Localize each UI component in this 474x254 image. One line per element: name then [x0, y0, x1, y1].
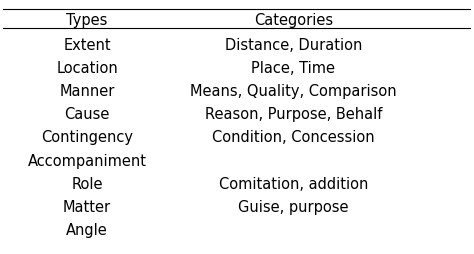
Text: Cause: Cause: [64, 107, 110, 122]
Text: Types: Types: [66, 13, 108, 28]
Text: Matter: Matter: [63, 199, 111, 214]
Text: Condition, Concession: Condition, Concession: [212, 130, 374, 145]
Text: Location: Location: [56, 61, 118, 76]
Text: Comitation, addition: Comitation, addition: [219, 176, 368, 191]
Text: Role: Role: [72, 176, 103, 191]
Text: Place, Time: Place, Time: [251, 61, 335, 76]
Text: Distance, Duration: Distance, Duration: [225, 38, 362, 53]
Text: Means, Quality, Comparison: Means, Quality, Comparison: [190, 84, 397, 99]
Text: Angle: Angle: [66, 223, 108, 237]
Text: Contingency: Contingency: [41, 130, 133, 145]
Text: Manner: Manner: [59, 84, 115, 99]
Text: Extent: Extent: [64, 38, 111, 53]
Text: Accompaniment: Accompaniment: [27, 153, 146, 168]
Text: Categories: Categories: [254, 13, 333, 28]
Text: Reason, Purpose, Behalf: Reason, Purpose, Behalf: [204, 107, 382, 122]
Text: Guise, purpose: Guise, purpose: [238, 199, 348, 214]
